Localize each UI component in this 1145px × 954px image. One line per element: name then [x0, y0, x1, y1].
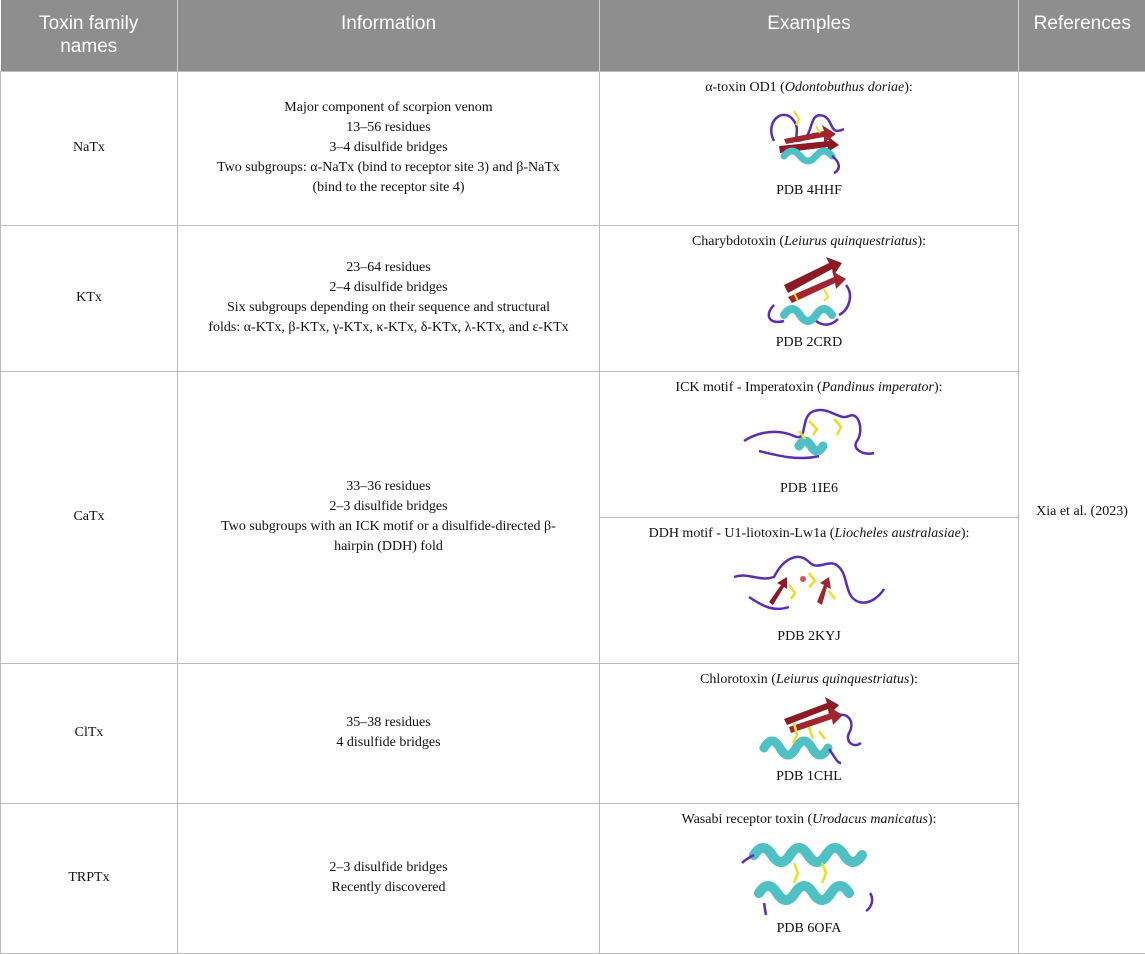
- family-info: Major component of scorpion venom 13–56 …: [178, 71, 600, 225]
- header-toxin-family: Toxin family names: [1, 0, 178, 71]
- table-row: TRPTx 2–3 disulfide bridges Recently dis…: [1, 803, 1145, 953]
- example-title: α-toxin OD1 (Odontobuthus doriae):: [608, 78, 1010, 98]
- species-name: Leiurus quinquestriatus: [776, 672, 909, 687]
- pdb-id: PDB 4HHF: [608, 181, 1010, 201]
- pdb-id: PDB 1IE6: [608, 479, 1010, 499]
- info-line: hairpin (DDH) fold: [186, 537, 591, 557]
- info-line: Major component of scorpion venom: [186, 98, 591, 118]
- example-cell: Wasabi receptor toxin (Urodacus manicatu…: [600, 803, 1019, 953]
- pdb-id: PDB 2CRD: [608, 333, 1010, 353]
- species-name: Urodacus manicatus: [812, 812, 928, 827]
- example-title: Chlorotoxin (Leiurus quinquestriatus):: [608, 670, 1010, 690]
- info-line: (bind to the receptor site 4): [186, 178, 591, 198]
- pdb-id: PDB 2KYJ: [608, 627, 1010, 647]
- table-row: KTx 23–64 residues 2–4 disulfide bridges…: [1, 225, 1145, 371]
- info-line: folds: α-KTx, β-KTx, γ-KTx, κ-KTx, δ-KTx…: [186, 318, 591, 338]
- example-cell: Charybdotoxin (Leiurus quinquestriatus):…: [600, 225, 1019, 371]
- protein-structure-icon: [754, 255, 864, 331]
- family-info: 2–3 disulfide bridges Recently discovere…: [178, 803, 600, 953]
- info-line: 3–4 disulfide bridges: [186, 138, 591, 158]
- info-line: 2–4 disulfide bridges: [186, 278, 591, 298]
- header-information: Information: [178, 0, 600, 71]
- info-line: 2–3 disulfide bridges: [186, 497, 591, 517]
- info-line: 23–64 residues: [186, 258, 591, 278]
- example-title: Wasabi receptor toxin (Urodacus manicatu…: [608, 810, 1010, 830]
- family-info: 33–36 residues 2–3 disulfide bridges Two…: [178, 371, 600, 663]
- species-name: Liocheles australasiae: [834, 526, 960, 541]
- info-line: Two subgroups with an ICK motif or a dis…: [186, 517, 591, 537]
- example-title: Charybdotoxin (Leiurus quinquestriatus):: [608, 232, 1010, 252]
- table-header-row: Toxin family names Information Examples …: [1, 0, 1145, 71]
- species-name: Leiurus quinquestriatus: [784, 234, 917, 249]
- table-row: CaTx 33–36 residues 2–3 disulfide bridge…: [1, 371, 1145, 517]
- info-line: 4 disulfide bridges: [186, 733, 591, 753]
- example-cell: α-toxin OD1 (Odontobuthus doriae): PDB 4…: [600, 71, 1019, 225]
- family-name: CaTx: [1, 371, 178, 663]
- family-name: NaTx: [1, 71, 178, 225]
- family-name: ClTx: [1, 663, 178, 803]
- pdb-id: PDB 6OFA: [608, 919, 1010, 939]
- protein-structure-icon: [729, 547, 889, 625]
- example-cell: DDH motif - U1-liotoxin-Lw1a (Liocheles …: [600, 517, 1019, 663]
- info-line: Six subgroups depending on their sequenc…: [186, 298, 591, 318]
- reference-cell: Xia et al. (2023): [1019, 71, 1145, 953]
- table-row: ClTx 35–38 residues 4 disulfide bridges …: [1, 663, 1145, 803]
- header-family-line2: names: [7, 35, 172, 58]
- table-row: NaTx Major component of scorpion venom 1…: [1, 71, 1145, 225]
- info-line: Recently discovered: [186, 878, 591, 898]
- protein-structure-icon: [739, 401, 879, 477]
- family-name: KTx: [1, 225, 178, 371]
- example-cell: Chlorotoxin (Leiurus quinquestriatus): P…: [600, 663, 1019, 803]
- header-references: References: [1019, 0, 1145, 71]
- info-line: 2–3 disulfide bridges: [186, 858, 591, 878]
- example-title: ICK motif - Imperatoxin (Pandinus impera…: [608, 378, 1010, 398]
- family-info: 35–38 residues 4 disulfide bridges: [178, 663, 600, 803]
- protein-structure-icon: [734, 833, 884, 917]
- pdb-id: PDB 1CHL: [608, 767, 1010, 787]
- species-name: Pandinus imperator: [822, 380, 934, 395]
- info-line: 33–36 residues: [186, 477, 591, 497]
- info-line: Two subgroups: α-NaTx (bind to receptor …: [186, 158, 591, 178]
- family-name: TRPTx: [1, 803, 178, 953]
- info-line: 13–56 residues: [186, 118, 591, 138]
- example-title: DDH motif - U1-liotoxin-Lw1a (Liocheles …: [608, 524, 1010, 544]
- species-name: Odontobuthus doriae: [785, 80, 904, 95]
- protein-structure-icon: [749, 693, 869, 765]
- protein-structure-icon: [754, 101, 864, 179]
- header-examples: Examples: [600, 0, 1019, 71]
- info-line: 35–38 residues: [186, 713, 591, 733]
- family-info: 23–64 residues 2–4 disulfide bridges Six…: [178, 225, 600, 371]
- header-family-line1: Toxin family: [7, 12, 172, 35]
- example-cell: ICK motif - Imperatoxin (Pandinus impera…: [600, 371, 1019, 517]
